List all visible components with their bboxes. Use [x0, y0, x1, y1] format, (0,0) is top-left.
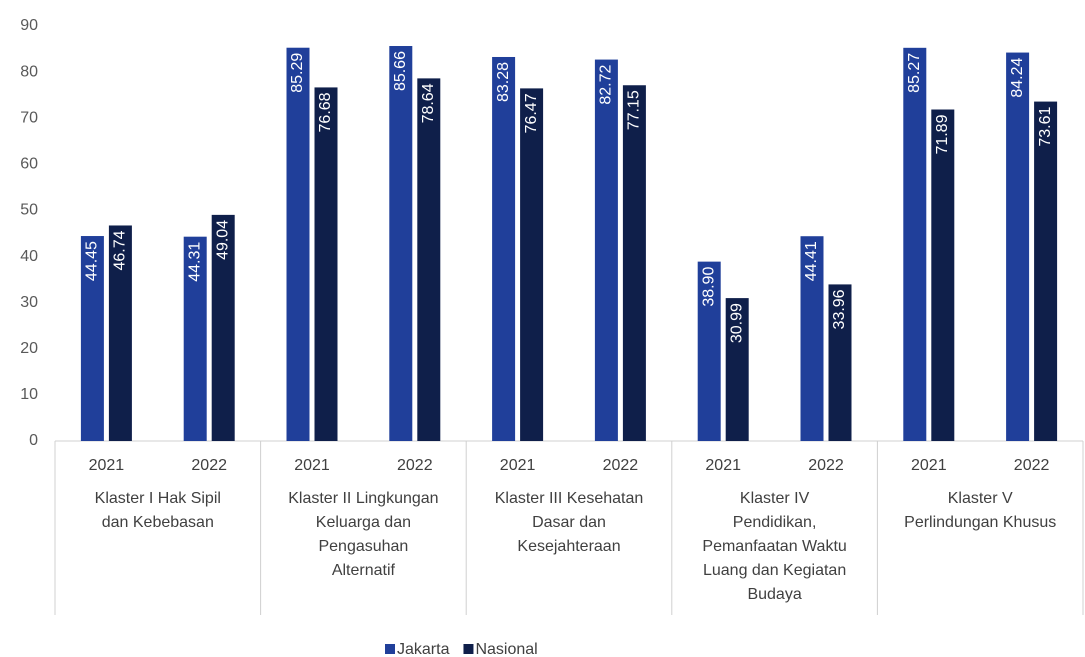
bar	[931, 109, 955, 441]
x-tick-label: 2022	[603, 457, 639, 474]
value-label: 85.27	[906, 53, 923, 93]
x-tick-label: 2021	[911, 457, 947, 474]
group-label: Pendidikan,	[733, 514, 817, 531]
value-label: 76.47	[523, 93, 540, 133]
group-label: Alternatif	[332, 562, 396, 579]
group-label: Pengasuhan	[318, 538, 408, 555]
value-label: 82.72	[598, 64, 615, 104]
y-tick-label: 40	[20, 248, 38, 265]
group-label: Kesejahteraan	[517, 538, 620, 555]
y-tick-label: 60	[20, 156, 38, 173]
value-label: 76.68	[317, 92, 334, 132]
x-tick-label: 2022	[808, 457, 844, 474]
bar	[1034, 101, 1058, 441]
value-label: 44.45	[84, 241, 101, 281]
y-tick-label: 30	[20, 294, 38, 311]
group-label: Klaster V	[948, 490, 1013, 507]
y-tick-label: 0	[29, 432, 38, 449]
group-label: Keluarga dan	[316, 514, 411, 531]
value-label: 33.96	[831, 289, 848, 329]
bar	[594, 59, 618, 442]
legend-label: Jakarta	[397, 641, 450, 657]
bar	[828, 284, 852, 441]
group-label: Klaster III Kesehatan	[495, 490, 644, 507]
group-label: Klaster IV	[740, 490, 810, 507]
bar	[389, 46, 413, 442]
bar	[903, 47, 927, 442]
value-label: 49.04	[214, 220, 231, 260]
group-label: Perlindungan Khusus	[904, 514, 1056, 531]
value-label: 71.89	[934, 114, 951, 154]
x-tick-label: 2021	[705, 457, 741, 474]
x-tick-label: 2022	[397, 457, 433, 474]
bar	[80, 236, 104, 441]
group-label: Klaster II Lingkungan	[288, 490, 438, 507]
bar	[520, 88, 544, 441]
bar	[800, 236, 824, 441]
y-tick-label: 90	[20, 17, 38, 34]
bar	[1006, 52, 1030, 442]
x-tick-label: 2022	[191, 457, 227, 474]
group-label: Klaster I Hak Sipil	[95, 490, 221, 507]
x-tick-label: 2022	[1014, 457, 1050, 474]
bar	[697, 261, 721, 441]
value-label: 30.99	[728, 303, 745, 343]
bar	[314, 87, 338, 442]
bar	[622, 85, 646, 441]
y-tick-label: 80	[20, 63, 38, 80]
value-label: 46.74	[112, 230, 129, 270]
bar	[211, 214, 235, 441]
group-label: Dasar dan	[532, 514, 606, 531]
value-label: 83.28	[495, 62, 512, 102]
x-tick-label: 2021	[294, 457, 330, 474]
bar	[725, 298, 749, 441]
group-label: dan Kebebasan	[102, 514, 214, 531]
legend-swatch	[463, 644, 474, 654]
group-label: Budaya	[747, 586, 801, 603]
value-label: 38.90	[700, 267, 717, 307]
bar	[286, 47, 310, 442]
value-label: 85.29	[289, 53, 306, 93]
legend-swatch	[385, 644, 395, 654]
value-label: 85.66	[392, 51, 409, 91]
value-label: 44.41	[803, 241, 820, 281]
value-label: 44.31	[186, 242, 203, 282]
group-label: Pemanfaatan Waktu	[702, 538, 846, 555]
value-label: 84.24	[1009, 57, 1026, 97]
y-tick-label: 50	[20, 202, 38, 219]
y-tick-label: 70	[20, 109, 38, 126]
x-tick-label: 2021	[89, 457, 125, 474]
bar	[183, 236, 207, 441]
bar	[492, 56, 516, 442]
y-tick-label: 20	[20, 340, 38, 357]
value-label: 77.15	[626, 90, 643, 130]
value-label: 73.61	[1037, 106, 1054, 146]
y-tick-label: 10	[20, 386, 38, 403]
legend-label: Nasional	[475, 641, 537, 657]
bar	[417, 78, 441, 441]
bar	[108, 225, 132, 441]
group-label: Luang dan Kegiatan	[703, 562, 846, 579]
value-label: 78.64	[420, 83, 437, 123]
x-tick-label: 2021	[500, 457, 536, 474]
